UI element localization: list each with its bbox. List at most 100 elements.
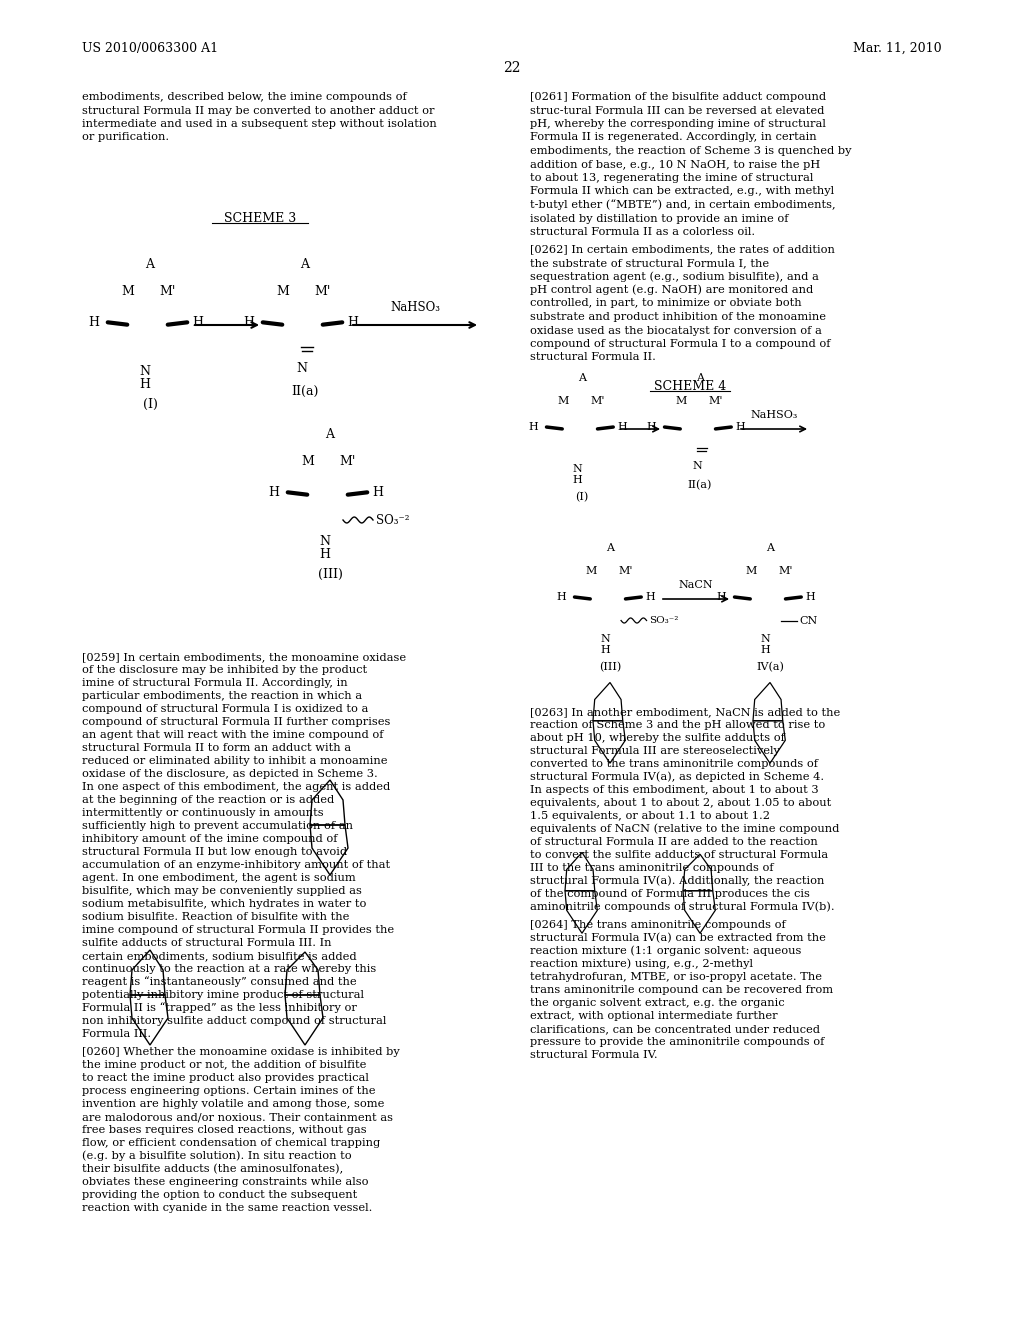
Text: non inhibitory sulfite adduct compound of structural: non inhibitory sulfite adduct compound o…: [82, 1016, 386, 1026]
Text: US 2010/0063300 A1: US 2010/0063300 A1: [82, 42, 218, 55]
Text: A: A: [766, 543, 774, 553]
Text: the substrate of structural Formula I, the: the substrate of structural Formula I, t…: [530, 257, 769, 268]
Text: structural Formula IV(a), as depicted in Scheme 4.: structural Formula IV(a), as depicted in…: [530, 771, 824, 781]
Text: M: M: [122, 285, 134, 298]
Text: about pH 10, whereby the sulfite adducts of: about pH 10, whereby the sulfite adducts…: [530, 733, 784, 743]
Text: structural Formula IV.: structural Formula IV.: [530, 1049, 657, 1060]
Text: H: H: [572, 475, 583, 484]
Text: oxidase used as the biocatalyst for conversion of a: oxidase used as the biocatalyst for conv…: [530, 326, 822, 335]
Text: III to the trans aminonitrile compounds of: III to the trans aminonitrile compounds …: [530, 863, 773, 873]
Text: H: H: [601, 644, 610, 655]
Text: isolated by distillation to provide an imine of: isolated by distillation to provide an i…: [530, 214, 788, 223]
Text: pressure to provide the aminonitrile compounds of: pressure to provide the aminonitrile com…: [530, 1038, 824, 1047]
Text: SO₃⁻²: SO₃⁻²: [649, 616, 679, 624]
Text: N: N: [297, 362, 307, 375]
Text: embodiments, described below, the imine compounds of: embodiments, described below, the imine …: [82, 92, 407, 102]
Text: potentially inhibitory imine product of structural: potentially inhibitory imine product of …: [82, 990, 364, 1001]
Text: trans aminonitrile compound can be recovered from: trans aminonitrile compound can be recov…: [530, 985, 834, 995]
Text: Formula II is “trapped” as the less inhibitory or: Formula II is “trapped” as the less inhi…: [82, 1002, 357, 1012]
Text: Formula II which can be extracted, e.g., with methyl: Formula II which can be extracted, e.g.,…: [530, 186, 835, 197]
Text: A: A: [606, 543, 614, 553]
Text: Formula III.: Formula III.: [82, 1030, 152, 1039]
Text: to react the imine product also provides practical: to react the imine product also provides…: [82, 1073, 369, 1082]
Text: compound of structural Formula II further comprises: compound of structural Formula II furthe…: [82, 717, 390, 727]
Text: structural Formula II to form an adduct with a: structural Formula II to form an adduct …: [82, 743, 351, 752]
Text: M: M: [586, 566, 597, 576]
Text: to convert the sulfite adducts of structural Formula: to convert the sulfite adducts of struct…: [530, 850, 828, 861]
Text: (III): (III): [317, 568, 342, 581]
Text: structural Formula II may be converted to another adduct or: structural Formula II may be converted t…: [82, 106, 434, 116]
Text: H: H: [347, 315, 358, 329]
Text: pH control agent (e.g. NaOH) are monitored and: pH control agent (e.g. NaOH) are monitor…: [530, 284, 813, 294]
Text: N: N: [692, 461, 702, 471]
Text: M': M': [708, 396, 723, 405]
Text: free bases requires closed reactions, without gas: free bases requires closed reactions, wi…: [82, 1125, 367, 1135]
Text: the organic solvent extract, e.g. the organic: the organic solvent extract, e.g. the or…: [530, 998, 784, 1008]
Text: Formula II is regenerated. Accordingly, in certain: Formula II is regenerated. Accordingly, …: [530, 132, 816, 143]
Text: structural Formula IV(a) can be extracted from the: structural Formula IV(a) can be extracte…: [530, 933, 826, 942]
Text: continuously to the reaction at a rate whereby this: continuously to the reaction at a rate w…: [82, 964, 376, 974]
Text: NaCN: NaCN: [679, 579, 714, 590]
Text: H: H: [88, 315, 99, 329]
Text: an agent that will react with the imine compound of: an agent that will react with the imine …: [82, 730, 384, 741]
Text: H: H: [617, 421, 628, 432]
Text: clarifications, can be concentrated under reduced: clarifications, can be concentrated unde…: [530, 1024, 820, 1034]
Text: Mar. 11, 2010: Mar. 11, 2010: [853, 42, 942, 55]
Text: H: H: [806, 591, 815, 602]
Text: SCHEME 3: SCHEME 3: [224, 213, 296, 224]
Text: sufficiently high to prevent accumulation of an: sufficiently high to prevent accumulatio…: [82, 821, 353, 832]
Text: intermediate and used in a subsequent step without isolation: intermediate and used in a subsequent st…: [82, 119, 437, 129]
Text: N: N: [601, 634, 610, 644]
Text: A: A: [696, 372, 705, 383]
Text: H: H: [557, 591, 566, 602]
Text: H: H: [529, 421, 539, 432]
Text: substrate and product inhibition of the monoamine: substrate and product inhibition of the …: [530, 312, 826, 322]
Text: N: N: [761, 634, 771, 644]
Text: process engineering options. Certain imines of the: process engineering options. Certain imi…: [82, 1086, 376, 1096]
Text: H: H: [646, 591, 655, 602]
Text: A: A: [300, 257, 309, 271]
Text: SCHEME 4: SCHEME 4: [654, 380, 726, 393]
Text: M: M: [301, 455, 314, 469]
Text: M': M': [590, 396, 604, 405]
Text: H: H: [319, 548, 331, 561]
Text: NaHSO₃: NaHSO₃: [751, 411, 798, 420]
Text: M: M: [745, 566, 757, 576]
Text: of structural Formula II are added to the reaction: of structural Formula II are added to th…: [530, 837, 818, 847]
Text: H: H: [139, 378, 151, 391]
Text: flow, or efficient condensation of chemical trapping: flow, or efficient condensation of chemi…: [82, 1138, 380, 1148]
Text: sodium metabisulfite, which hydrates in water to: sodium metabisulfite, which hydrates in …: [82, 899, 367, 909]
Text: In one aspect of this embodiment, the agent is added: In one aspect of this embodiment, the ag…: [82, 781, 390, 792]
Text: [0263] In another embodiment, NaCN is added to the: [0263] In another embodiment, NaCN is ad…: [530, 708, 841, 717]
Text: M': M': [314, 285, 331, 298]
Text: (I): (I): [142, 399, 158, 411]
Text: [0261] Formation of the bisulfite adduct compound: [0261] Formation of the bisulfite adduct…: [530, 92, 826, 102]
Text: H: H: [268, 486, 279, 499]
Text: their bisulfite adducts (the aminosulfonates),: their bisulfite adducts (the aminosulfon…: [82, 1164, 343, 1173]
Text: are malodorous and/or noxious. Their containment as: are malodorous and/or noxious. Their con…: [82, 1111, 393, 1122]
Text: equivalents of NaCN (relative to the imine compound: equivalents of NaCN (relative to the imi…: [530, 824, 840, 834]
Text: embodiments, the reaction of Scheme 3 is quenched by: embodiments, the reaction of Scheme 3 is…: [530, 147, 852, 156]
Text: structural Formula IV(a). Additionally, the reaction: structural Formula IV(a). Additionally, …: [530, 875, 824, 886]
Text: M: M: [558, 396, 569, 405]
Text: controlled, in part, to minimize or obviate both: controlled, in part, to minimize or obvi…: [530, 298, 802, 309]
Text: H: H: [761, 644, 771, 655]
Text: (I): (I): [575, 491, 589, 502]
Text: imine of structural Formula II. Accordingly, in: imine of structural Formula II. Accordin…: [82, 678, 347, 688]
Text: providing the option to conduct the subsequent: providing the option to conduct the subs…: [82, 1191, 357, 1200]
Text: H: H: [372, 486, 383, 499]
Text: (III): (III): [599, 661, 622, 672]
Text: H: H: [735, 421, 745, 432]
Text: 1.5 equivalents, or about 1.1 to about 1.2: 1.5 equivalents, or about 1.1 to about 1…: [530, 810, 770, 821]
Text: 22: 22: [503, 61, 521, 75]
Text: (e.g. by a bisulfite solution). In situ reaction to: (e.g. by a bisulfite solution). In situ …: [82, 1151, 351, 1162]
Text: SO₃⁻²: SO₃⁻²: [376, 513, 410, 527]
Text: N: N: [572, 463, 583, 474]
Text: II(a): II(a): [291, 385, 318, 399]
Text: M: M: [276, 285, 290, 298]
Text: [0262] In certain embodiments, the rates of addition: [0262] In certain embodiments, the rates…: [530, 244, 835, 255]
Text: A: A: [145, 257, 155, 271]
Text: compound of structural Formula I is oxidized to a: compound of structural Formula I is oxid…: [82, 704, 369, 714]
Text: H: H: [647, 421, 656, 432]
Text: sulfite adducts of structural Formula III. In: sulfite adducts of structural Formula II…: [82, 939, 332, 948]
